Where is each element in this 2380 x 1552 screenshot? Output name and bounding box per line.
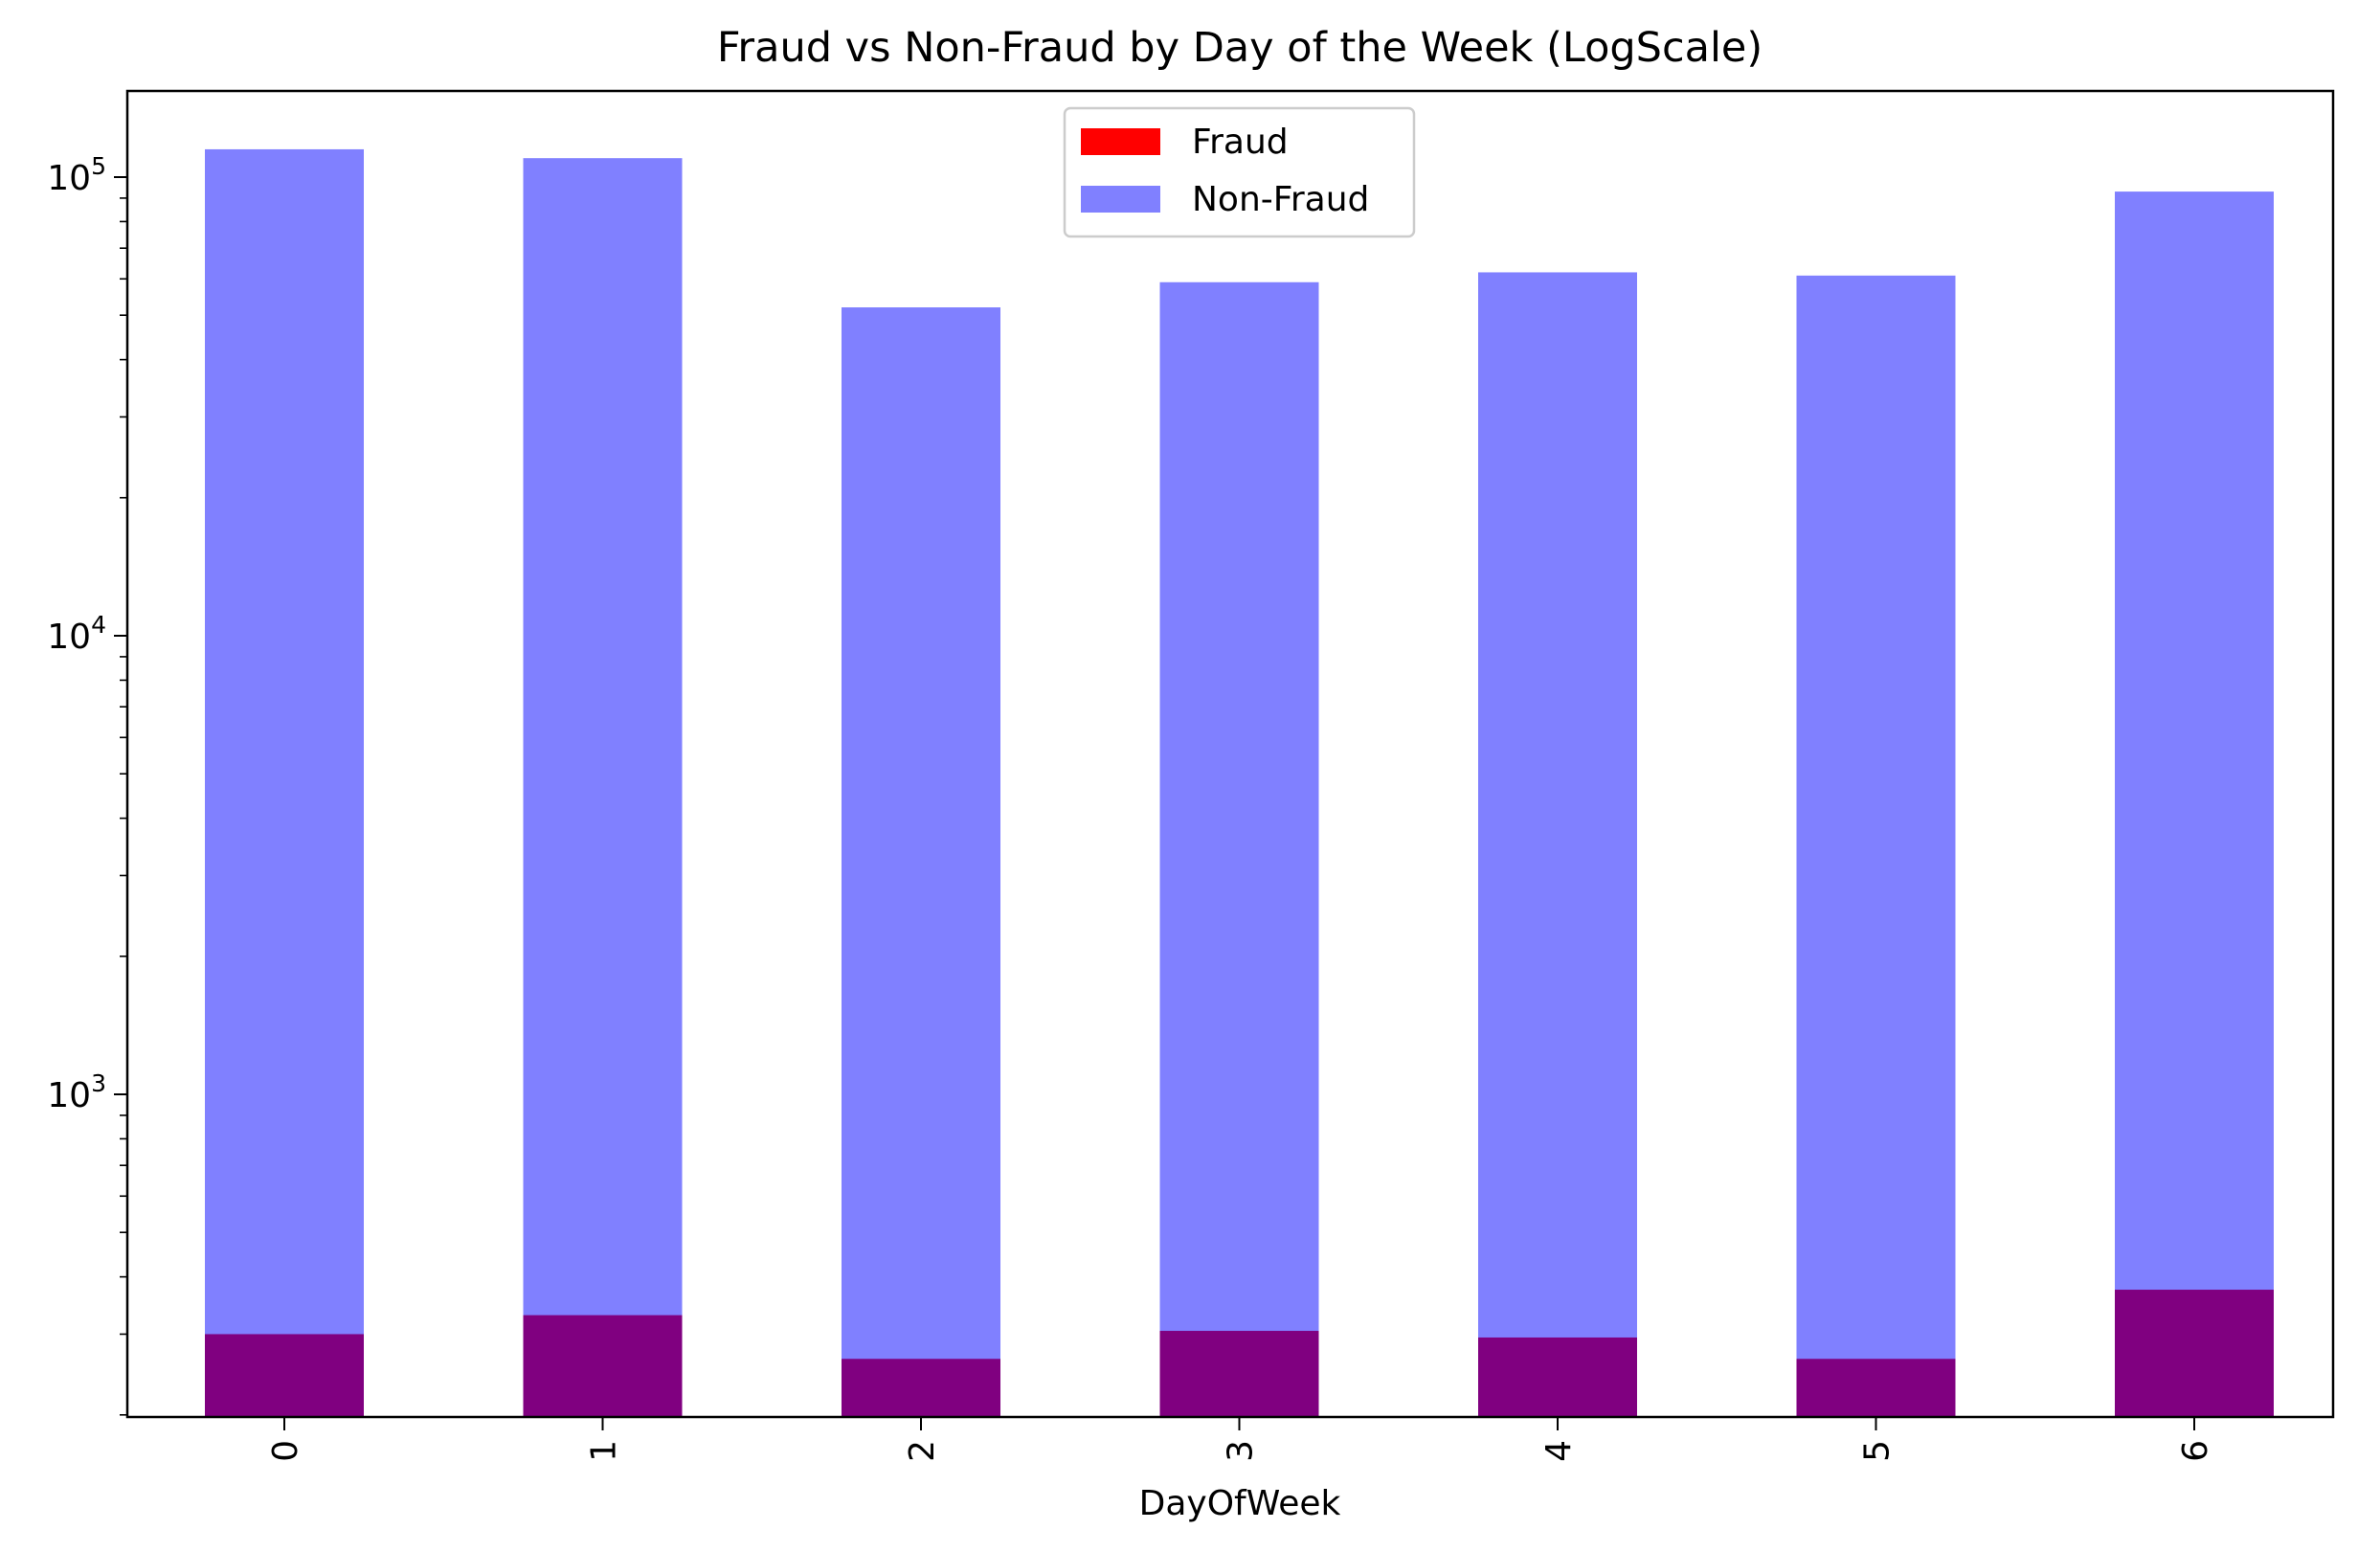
- x-tick-label: 2: [903, 1440, 942, 1462]
- bar-fraud-3: [1159, 1331, 1319, 1417]
- bar-fraud-1: [523, 1315, 683, 1417]
- legend-label-non-fraud: Non-Fraud: [1192, 180, 1369, 219]
- bar-fraud-0: [205, 1334, 364, 1417]
- bar-non-fraud-6: [2115, 191, 2274, 1417]
- y-axis: 103 104 105: [47, 152, 127, 1416]
- x-axis: 0 1 2 3 4 5 6: [266, 1417, 2215, 1462]
- bar-non-fraud-2: [842, 307, 1000, 1417]
- legend-swatch-fraud: [1081, 128, 1160, 155]
- bar-non-fraud-1: [523, 158, 683, 1418]
- y-tick-label: 105: [47, 152, 106, 198]
- x-tick-label: 1: [585, 1440, 624, 1462]
- bar-fraud-6: [2115, 1290, 2274, 1417]
- x-tick-label: 5: [1858, 1440, 1897, 1462]
- y-tick-label: 104: [47, 611, 106, 657]
- bar-non-fraud-5: [1796, 275, 1956, 1417]
- bar-non-fraud-0: [205, 148, 364, 1417]
- chart-title: Fraud vs Non-Fraud by Day of the Week (L…: [717, 24, 1763, 72]
- bar-fraud-4: [1478, 1337, 1637, 1417]
- legend-label-fraud: Fraud: [1192, 123, 1289, 162]
- bar-fraud-5: [1796, 1359, 1956, 1417]
- y-tick-label: 103: [47, 1069, 106, 1115]
- x-tick-label: 6: [2176, 1440, 2215, 1462]
- axes-frame: [125, 89, 2335, 1419]
- bars: [205, 148, 2274, 1418]
- x-axis-label: DayOfWeek: [1139, 1484, 1341, 1523]
- x-tick-label: 3: [1222, 1440, 1261, 1462]
- bar-non-fraud-4: [1478, 272, 1637, 1418]
- bar-non-fraud-3: [1159, 281, 1319, 1418]
- x-tick-label: 0: [266, 1440, 305, 1462]
- bar-fraud-2: [842, 1359, 1000, 1417]
- x-tick-label: 4: [1539, 1440, 1579, 1462]
- legend-swatch-non-fraud: [1081, 186, 1160, 213]
- legend: Fraud Non-Fraud: [1063, 106, 1416, 238]
